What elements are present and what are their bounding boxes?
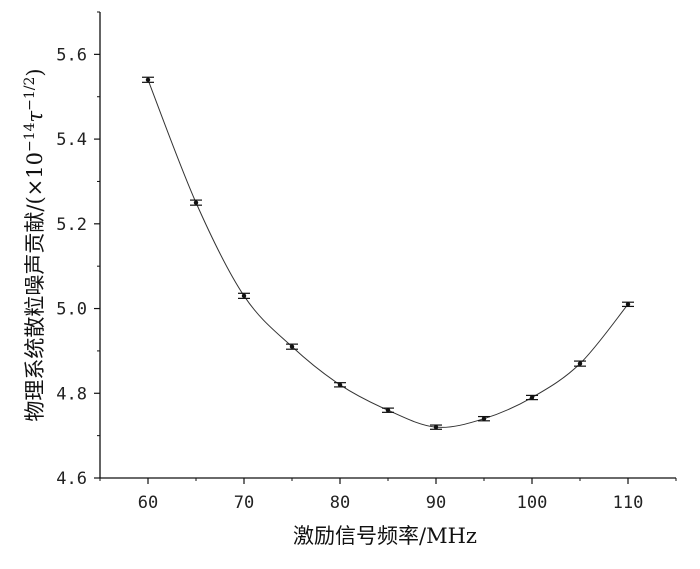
y-tick-label: 5.4 (56, 130, 87, 150)
x-tick-label: 60 (138, 493, 158, 513)
data-point (478, 415, 490, 422)
y-axis-title-close: ) (23, 68, 47, 76)
data-marker (337, 382, 343, 387)
y-tick-label: 4.8 (56, 384, 87, 404)
data-point (286, 343, 298, 350)
y-axis-title-tau: τ (23, 110, 47, 122)
data-marker (193, 200, 199, 205)
data-point (142, 76, 154, 83)
data-point (238, 292, 250, 299)
data-point (430, 424, 442, 430)
data-marker (481, 416, 487, 421)
data-marker (577, 361, 583, 366)
y-axis-ticks: 4.6 4.8 5.0 5.2 5.4 5.6 (56, 11, 100, 489)
data-point (190, 199, 202, 206)
x-tick-label: 80 (330, 493, 350, 513)
y-axis-title: 物理系统散粒噪声贡献/(×10−14τ−1/2) (22, 68, 47, 421)
y-tick-label: 4.6 (56, 469, 87, 489)
data-point (574, 360, 586, 367)
x-axis-ticks: 60 70 80 90 100 110 (99, 478, 677, 513)
data-marker (385, 408, 391, 413)
series-line (147, 79, 629, 428)
y-axis-title-exp1: −14 (22, 122, 38, 152)
data-marker (529, 395, 535, 400)
y-tick-label: 5.0 (56, 300, 87, 320)
y-tick-label: 5.2 (56, 215, 87, 235)
data-point (526, 394, 538, 401)
data-marker (145, 77, 151, 82)
data-marker (625, 302, 631, 307)
data-point (622, 301, 634, 308)
data-marker (289, 344, 295, 349)
y-axis-title-exp2: −1/2 (22, 77, 38, 111)
series-layer (142, 76, 634, 430)
data-marker (433, 424, 439, 430)
x-tick-label: 70 (234, 493, 254, 513)
x-tick-label: 110 (613, 493, 644, 513)
data-point (382, 407, 394, 413)
x-tick-label: 100 (517, 493, 548, 513)
y-tick-label: 5.6 (56, 45, 87, 65)
data-point (334, 382, 346, 388)
x-tick-label: 90 (426, 493, 446, 513)
x-axis-title: 激励信号频率/MHz (293, 524, 477, 548)
data-marker (241, 293, 247, 299)
y-axis-title-main: 物理系统散粒噪声贡献/(×10 (23, 152, 47, 422)
